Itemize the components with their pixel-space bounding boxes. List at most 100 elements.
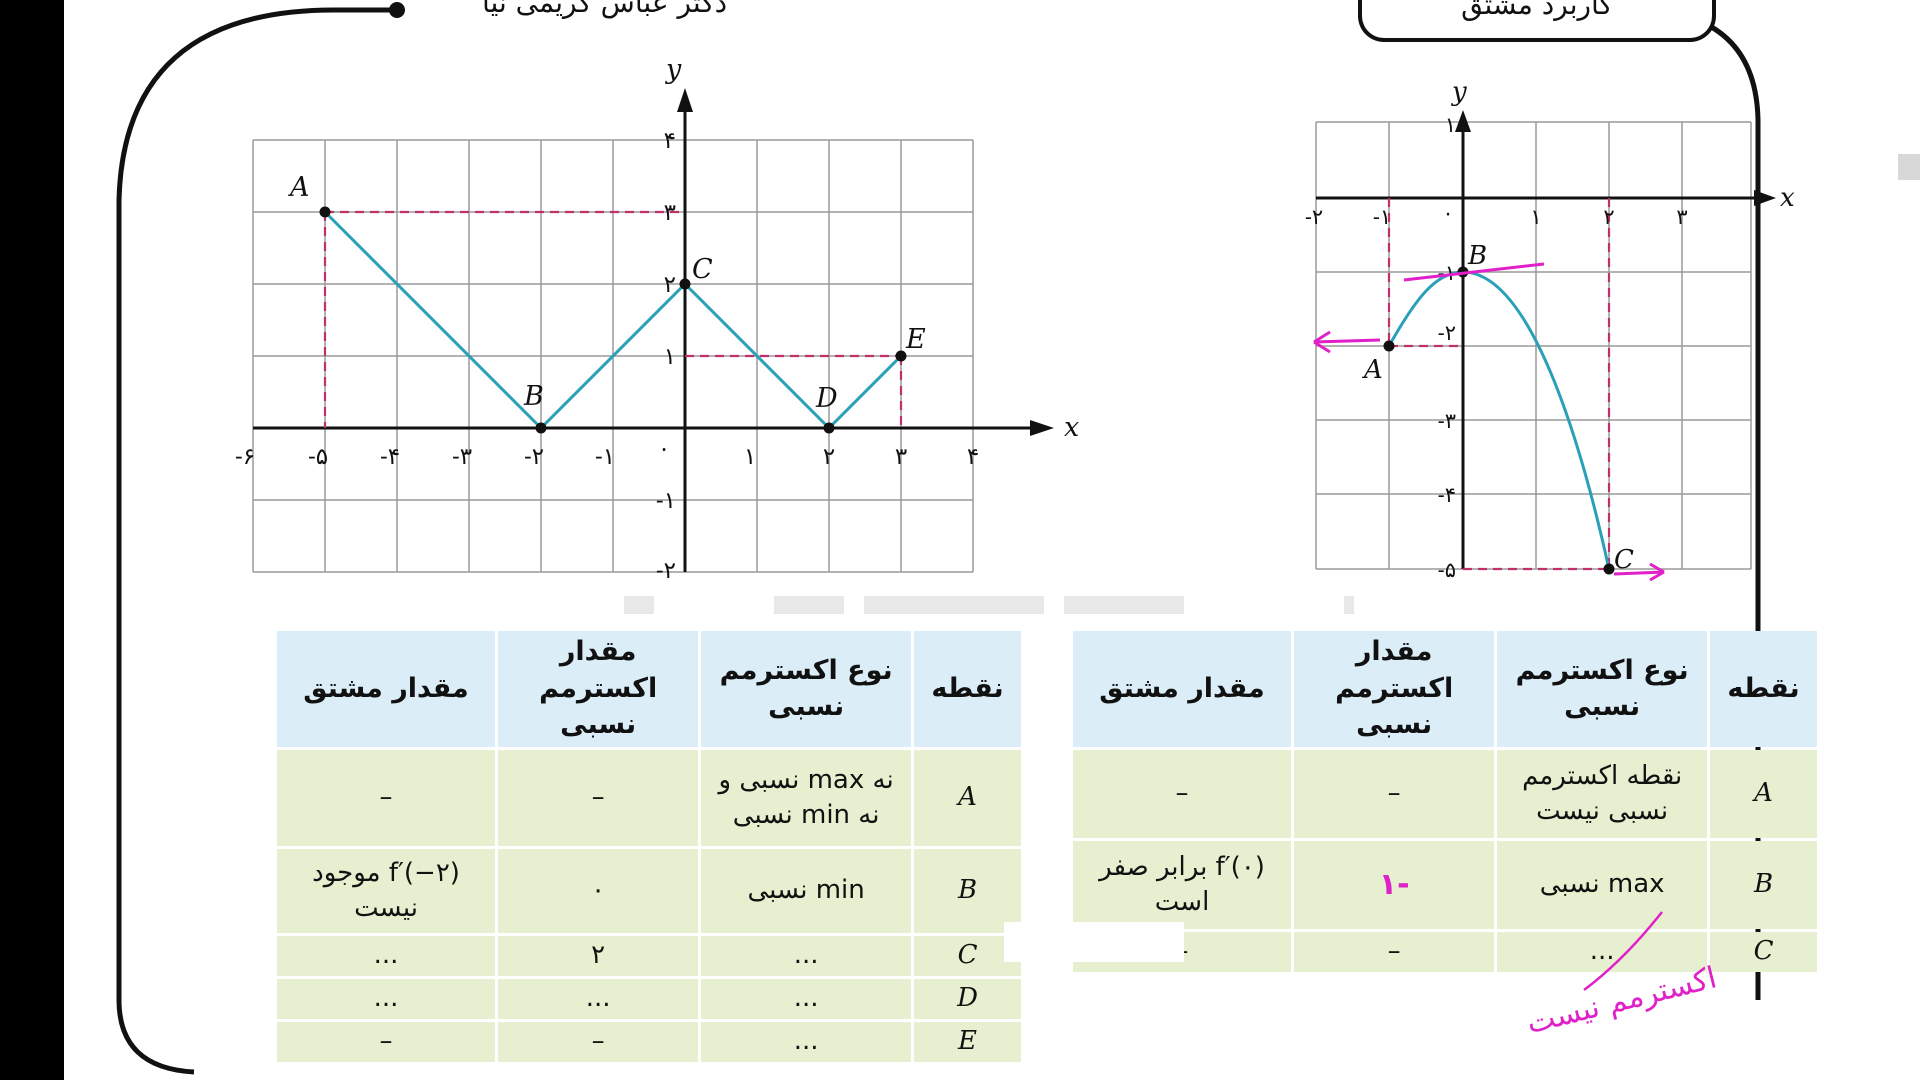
- right-y-tick: -۳: [1438, 409, 1456, 433]
- right-function-curve: [1387, 270, 1611, 570]
- left-x-axis-label: x: [1064, 412, 1079, 443]
- right-x-tick: -۲: [1305, 205, 1323, 229]
- left-dashed-guides: [323, 210, 903, 428]
- right-x-tick: ۳: [1676, 205, 1687, 229]
- table-row: B min نسبی ۰ f′(−۲) موجود نیست: [277, 849, 1021, 933]
- scrollbar-track[interactable]: [1832, 0, 1920, 1080]
- right-label-c: C: [1614, 545, 1634, 575]
- right-x-ticks: -۲ -۱ ۰ ۱ ۲ ۳: [1305, 201, 1688, 229]
- left-x-tick: -۵: [308, 444, 328, 470]
- left-label-e: E: [905, 324, 926, 355]
- right-y-ticks: ۱ -۱ -۲ -۳ -۴ -۵: [1438, 113, 1456, 582]
- row-point: E: [914, 1022, 1021, 1062]
- right-y-tick: -۵: [1438, 558, 1456, 582]
- row-value: –: [1294, 750, 1495, 838]
- row-point: D: [914, 979, 1021, 1019]
- faint-watermark: [624, 596, 1354, 614]
- table-row: A نه max نسبی و نه min نسبی – –: [277, 750, 1021, 846]
- left-x-tick: -۱: [595, 444, 615, 470]
- left-x-tick: -۴: [380, 444, 400, 470]
- left-point-c: [679, 278, 691, 290]
- left-graph: A B C D E x y -۶ -۵ -۴ -۳ -۲ -۱ ۰ ۱ ۲ ۳ …: [235, 54, 1079, 584]
- row-derivative: –: [1073, 750, 1292, 838]
- row-value: –: [498, 1022, 699, 1062]
- pink-annotations: [1313, 262, 1665, 582]
- row-value: –: [498, 750, 699, 846]
- table-row: C ... – –: [1073, 932, 1817, 972]
- left-x-tick: ۳: [895, 444, 907, 470]
- row-value: ...: [498, 979, 699, 1019]
- right-dashed-guides: [1387, 198, 1611, 571]
- table-row: D ... ... ...: [277, 979, 1021, 1019]
- left-x-tick: ۴: [967, 444, 979, 470]
- row-point: B: [914, 849, 1021, 933]
- right-point-c: [1603, 563, 1615, 575]
- table-header-row: نقطه نوع اکسترمم نسبی مقدار اکسترمم نسبی…: [277, 631, 1021, 747]
- row-derivative: –: [277, 1022, 496, 1062]
- row-value: ۲: [498, 936, 699, 976]
- header-extremum-value: مقدار اکسترمم نسبی: [498, 631, 699, 747]
- left-x-tick: ۰: [658, 436, 670, 462]
- left-y-tick: -۱: [656, 488, 676, 514]
- table-row: C ... ۲ ...: [277, 936, 1021, 976]
- right-x-tick: ۰: [1442, 201, 1453, 225]
- right-y-tick: -۴: [1438, 483, 1456, 507]
- header-extremum-type: نوع اکسترمم نسبی: [701, 631, 912, 747]
- right-y-axis-label: y: [1451, 77, 1467, 107]
- right-y-tick: ۱: [1445, 113, 1456, 137]
- handwritten-note-layer: اکسترمم نیست: [1523, 911, 1720, 1041]
- handwritten-stroke: [1583, 911, 1663, 991]
- arrow-right-icon: [1613, 562, 1665, 582]
- left-y-tick: ۲: [664, 272, 676, 298]
- row-value: –: [1294, 932, 1495, 972]
- left-x-ticks: -۶ -۵ -۴ -۳ -۲ -۱ ۰ ۱ ۲ ۳ ۴: [235, 436, 979, 470]
- document-page: دکتر عباس کریمی نیا کاربرد مشتق: [64, 0, 1832, 1080]
- right-x-tick: -۱: [1373, 205, 1391, 229]
- right-point-a: [1383, 340, 1395, 352]
- left-y-ticks: ۴ ۳ ۲ ۱ -۱ -۲: [656, 128, 676, 584]
- right-y-tick: -۱: [1438, 261, 1456, 285]
- left-y-tick: ۱: [664, 344, 676, 370]
- right-label-a: A: [1362, 355, 1383, 385]
- row-derivative: f′(−۲) موجود نیست: [277, 849, 496, 933]
- left-x-tick: ۲: [823, 444, 835, 470]
- left-extremum-table: نقطه نوع اکسترمم نسبی مقدار اکسترمم نسبی…: [274, 628, 1024, 1065]
- left-point-b: [535, 422, 547, 434]
- chapter-title: کاربرد مشتق: [1461, 0, 1613, 21]
- left-point-a: [319, 206, 331, 218]
- right-label-b: B: [1467, 241, 1487, 271]
- left-point-d: [823, 422, 835, 434]
- left-x-tick: -۳: [452, 444, 472, 470]
- right-x-tick: ۲: [1603, 205, 1614, 229]
- author-name: دکتر عباس کریمی نیا: [482, 0, 728, 19]
- table-row: B max نسبی -۱ f′(۰) برابر صفر است: [1073, 841, 1817, 929]
- table-header-row: نقطه نوع اکسترمم نسبی مقدار اکسترمم نسبی…: [1073, 631, 1817, 747]
- row-derivative: f′(۰) برابر صفر است: [1073, 841, 1292, 929]
- row-derivative: –: [277, 750, 496, 846]
- left-axes: [253, 88, 1054, 572]
- row-type: ...: [701, 979, 912, 1019]
- row-type: max نسبی: [1497, 841, 1708, 929]
- right-y-tick: -۲: [1438, 321, 1456, 345]
- header-extremum-value: مقدار اکسترمم نسبی: [1294, 631, 1495, 747]
- scrollbar-thumb[interactable]: [1898, 154, 1920, 180]
- header-extremum-type: نوع اکسترمم نسبی: [1497, 631, 1708, 747]
- row-type: ...: [701, 936, 912, 976]
- handwritten-value: -۱: [1378, 866, 1410, 902]
- right-x-axis-label: x: [1780, 183, 1795, 213]
- header-point: نقطه: [1710, 631, 1817, 747]
- row-value: -۱: [1294, 841, 1495, 929]
- left-point-e: [895, 350, 907, 362]
- table-row: E ... – –: [277, 1022, 1021, 1062]
- left-y-tick: -۲: [656, 558, 676, 584]
- left-label-b: B: [523, 381, 544, 412]
- row-value: ۰: [498, 849, 699, 933]
- row-type: نه max نسبی و نه min نسبی: [701, 750, 912, 846]
- left-x-tick: ۱: [744, 444, 756, 470]
- tangent-line-mark: [1403, 262, 1545, 282]
- left-points: [319, 206, 907, 434]
- left-x-tick: -۲: [524, 444, 544, 470]
- left-y-axis-label: y: [665, 54, 682, 85]
- left-y-tick: ۳: [664, 200, 676, 226]
- row-type: نقطه اکسترمم نسبی نیست: [1497, 750, 1708, 838]
